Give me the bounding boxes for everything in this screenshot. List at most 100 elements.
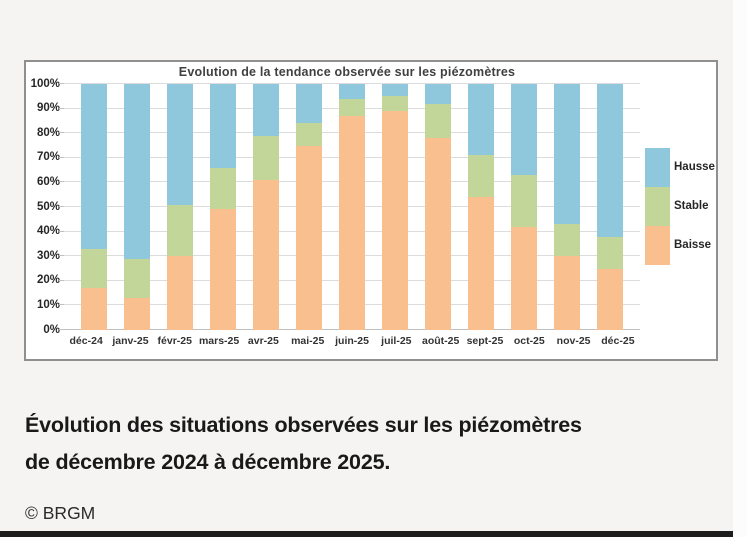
x-axis-tick-label: nov-25 [556, 335, 591, 347]
y-axis-tick-label: 10% [36, 298, 60, 311]
segment-stable [167, 204, 193, 257]
segment-stable [210, 167, 236, 210]
y-tick-mark [59, 230, 64, 232]
segment-stable [81, 248, 107, 289]
x-axis-tick-label: août-25 [421, 335, 460, 347]
segment-baisse [554, 256, 580, 330]
x-axis-tick-label: mars-25 [198, 335, 240, 347]
x-axis-tick-label: juin-25 [335, 335, 369, 347]
bars-container [64, 84, 640, 330]
y-tick-mark [59, 206, 64, 207]
bar-déc-25 [597, 84, 623, 330]
bar-juin-25 [339, 84, 365, 330]
bar-mars-25 [210, 84, 236, 330]
y-tick-mark [59, 107, 64, 109]
x-axis-tick-label: mai-25 [291, 335, 325, 347]
segment-baisse [210, 209, 236, 330]
credit-line: © BRGM [25, 503, 96, 523]
segment-stable [382, 96, 408, 112]
legend-swatch-bar [645, 148, 670, 265]
segment-stable [296, 123, 322, 146]
y-axis-tick-label: 90% [36, 102, 60, 115]
segment-stable [124, 258, 150, 299]
segment-hausse [296, 84, 322, 124]
segment-baisse [382, 111, 408, 330]
figure-caption-line1: Évolution des situations observées sur l… [25, 413, 582, 437]
x-axis-tick-label: déc-25 [601, 335, 635, 347]
x-axis-tick-label: juil-25 [381, 335, 412, 347]
y-tick-mark [59, 304, 64, 306]
bar-août-25 [425, 84, 451, 330]
segment-hausse [554, 84, 580, 225]
legend-swatch-stable [645, 187, 670, 226]
y-axis-tick-label: 0% [43, 323, 60, 336]
segment-baisse [468, 197, 494, 330]
bar-juil-25 [382, 84, 408, 330]
segment-baisse [597, 268, 623, 330]
segment-stable [339, 98, 365, 116]
y-axis-tick-label: 60% [36, 175, 60, 188]
segment-hausse [425, 84, 451, 104]
y-tick-mark [59, 132, 64, 134]
y-tick-mark [59, 83, 64, 84]
segment-baisse [511, 226, 537, 330]
segment-baisse [425, 138, 451, 330]
plot-area [59, 83, 640, 330]
segment-baisse [124, 298, 150, 330]
legend-swatch-hausse [645, 148, 670, 187]
segment-hausse [468, 84, 494, 156]
x-axis: déc-24 janv-25 févr-25 mars-25 avr-25 mai-25 j… [64, 335, 640, 347]
segment-baisse [296, 145, 322, 330]
segment-baisse [81, 288, 107, 330]
segment-stable [425, 103, 451, 139]
y-axis-tick-label: 20% [36, 274, 60, 287]
segment-stable [511, 175, 537, 227]
legend-label-stable: Stable [674, 199, 709, 212]
segment-hausse [167, 84, 193, 205]
y-tick-mark [59, 329, 64, 330]
bar-janv-25 [124, 84, 150, 330]
segment-stable [597, 236, 623, 269]
y-axis-tick-label: 70% [36, 151, 60, 164]
bar-déc-24 [81, 84, 107, 330]
chart-title: Evolution de la tendance observée sur le… [178, 65, 516, 79]
x-axis-tick-label: avr-25 [247, 335, 279, 347]
legend-label-hausse: Hausse [674, 160, 715, 173]
segment-hausse [253, 84, 279, 136]
bar-févr-25 [167, 84, 193, 330]
y-tick-mark [59, 156, 64, 158]
segment-hausse [339, 84, 365, 99]
bar-avr-25 [253, 84, 279, 330]
legend-swatch-baisse [645, 226, 670, 265]
y-tick-mark [59, 181, 64, 183]
segment-hausse [511, 84, 537, 176]
gridline-100 [59, 83, 640, 84]
x-axis-tick-label: oct-25 [513, 335, 545, 347]
bar-nov-25 [554, 84, 580, 330]
bottom-divider [0, 531, 733, 537]
y-tick-mark [59, 255, 64, 257]
x-axis-tick-label: sept-25 [466, 335, 504, 347]
bar-oct-25 [511, 84, 537, 330]
x-axis-tick-label: janv-25 [112, 335, 149, 347]
figure-caption-line2: de décembre 2024 à décembre 2025. [25, 450, 391, 474]
bar-sept-25 [468, 84, 494, 330]
x-axis-tick-label: févr-25 [157, 335, 192, 347]
legend: Hausse Stable Baisse [645, 148, 717, 265]
segment-baisse [339, 115, 365, 330]
segment-hausse [597, 84, 623, 237]
segment-stable [554, 224, 580, 257]
segment-stable [253, 135, 279, 180]
y-tick-mark [59, 279, 64, 281]
y-axis-tick-label: 30% [36, 249, 60, 262]
y-axis: 0% 10% 20% 30% 40% 50% 60% 70% 80% 90% 100% [26, 78, 60, 336]
right-edge-strip [733, 0, 747, 537]
segment-hausse [81, 84, 107, 249]
piezometer-trend-chart: Evolution de la tendance observée sur le… [24, 60, 718, 361]
y-axis-tick-label: 50% [36, 200, 60, 213]
bar-mai-25 [296, 84, 322, 330]
segment-hausse [210, 84, 236, 168]
segment-baisse [253, 179, 279, 330]
y-axis-tick-label: 100% [30, 77, 60, 90]
